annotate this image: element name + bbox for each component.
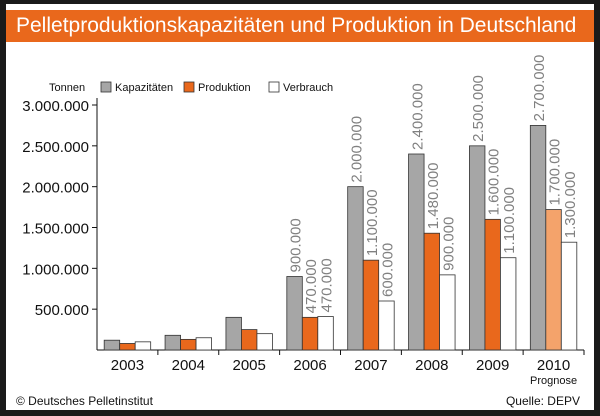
data-label: 470.000 [319,258,336,312]
bar [195,337,212,351]
data-label: 900.000 [440,217,457,271]
footer-source-right: Quelle: DEPV [505,394,580,408]
y-tick-label: 2.000.000 [22,180,89,197]
data-label: 1.600.000 [486,149,503,216]
data-label: 1.300.000 [562,171,579,238]
bar [560,241,578,351]
data-label: 900.000 [288,218,305,272]
y-axis-label: Tonnen [49,82,85,94]
data-label: 2.500.000 [470,75,487,142]
bar [439,274,456,351]
data-label: 470.000 [303,259,320,313]
data-label: 2.700.000 [531,55,548,122]
x-tick-label: 2008 [415,357,448,374]
data-label: 600.000 [379,243,396,297]
legend-swatch [100,81,112,93]
bar [134,341,152,351]
chart-title: Pelletproduktionskapazitäten und Produkt… [6,10,594,42]
bar [286,276,303,351]
bar [423,232,440,351]
data-label: 2.000.000 [348,116,365,183]
bar [500,257,517,351]
legend-swatch [268,81,280,93]
bar [301,316,319,351]
bar [378,300,395,351]
x-tick-label: 2005 [233,357,266,374]
legend-label: Kapazitäten [115,82,173,94]
bar [241,329,258,351]
bar [180,338,197,351]
legend-label: Verbrauch [283,82,333,94]
bar [164,334,181,351]
bar [256,333,273,351]
bar [362,259,380,351]
bar [408,153,425,351]
y-tick-label: 3.000.000 [22,98,89,115]
bar [103,339,121,351]
legend-label: Produktion [198,82,251,94]
y-tick-label: 500.000 [35,302,89,319]
y-tick-label: 1.000.000 [22,261,89,278]
bar [225,316,242,351]
x-tick-label: 2009 [476,357,509,374]
x-tick-note: Prognose [530,375,577,387]
data-label: 1.700.000 [547,139,564,206]
bar [469,145,486,351]
x-tick-label: 2007 [354,357,387,374]
footer-source-left: © Deutsches Pelletinstitut [16,394,153,408]
y-tick-label: 1.500.000 [22,221,89,238]
y-tick-label: 2.500.000 [22,139,89,156]
bar [484,218,501,351]
data-label: 1.480.000 [425,162,442,229]
bar [119,343,136,351]
data-label: 2.400.000 [409,83,426,150]
bar [529,125,547,351]
bar-chart: 500.000 1.000.000 1.500.000 2.000.000 2.500.… [22,55,585,387]
x-tick-label: 2004 [172,357,205,374]
x-tick-label: 2006 [293,357,326,374]
x-tick-label: 2003 [111,357,144,374]
bar [317,316,334,351]
legend-swatch [183,81,195,93]
chart-frame: Pelletproduktionskapazitäten und Produkt… [6,4,594,410]
bar [347,186,364,351]
data-label: 1.100.000 [364,189,381,256]
data-label: 1.100.000 [501,187,518,254]
x-tick-label: 2010 [537,357,570,374]
bar [545,209,562,351]
